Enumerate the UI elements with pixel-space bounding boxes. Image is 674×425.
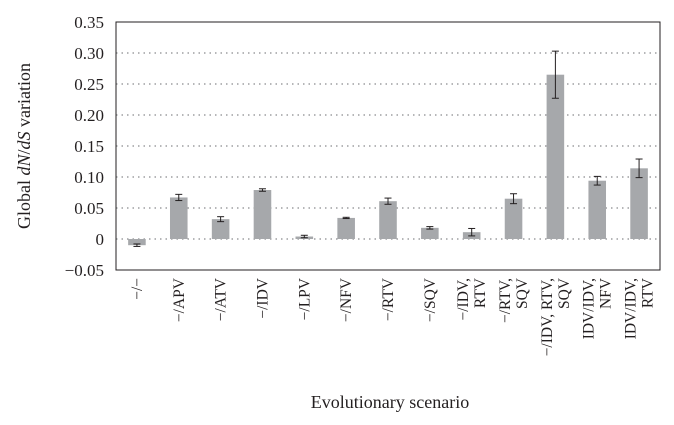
bar — [128, 239, 146, 246]
y-tick-label: 0.15 — [74, 137, 104, 156]
y-axis-title-part: Global — [14, 176, 34, 230]
x-tick-label: −/IDV, — [455, 278, 472, 320]
bar — [504, 198, 523, 239]
y-tick-label: 0.05 — [74, 199, 104, 218]
bar — [630, 168, 648, 239]
x-tick-label: −/NFV — [338, 277, 355, 322]
bar — [211, 219, 230, 239]
bar — [169, 197, 188, 239]
y-axis-title-part: dN — [14, 154, 34, 176]
y-tick-label: 0.10 — [74, 168, 104, 187]
y-tick-label: −0.05 — [65, 261, 104, 280]
y-tick-label: 0.20 — [74, 106, 104, 125]
x-tick-labels: −/− −/APV −/ATV −/IDV −/LPV −/NFV −/RTV −/SQV −/… — [129, 277, 657, 356]
y-axis-title-part: variation — [14, 63, 34, 131]
y-axis-title-part: / — [14, 149, 34, 154]
x-tick-label: −/ATV — [213, 277, 230, 321]
x-tick-label: SQV — [556, 277, 573, 309]
error-bars-group — [133, 50, 643, 247]
x-tick-label: RTV — [640, 277, 657, 308]
x-tick-label: −/RTV — [380, 277, 397, 321]
x-tick-label: IDV/IDV, — [623, 278, 640, 339]
bar — [588, 180, 607, 239]
x-tick-label: IDV/IDV, — [581, 278, 598, 339]
x-tick-label: −/IDV — [254, 277, 271, 318]
x-tick-label: −/APV — [171, 277, 188, 322]
bar — [337, 217, 355, 239]
x-axis-title: Evolutionary scenario — [311, 392, 469, 412]
y-tick-label: 0.25 — [74, 75, 104, 94]
y-tick-label: 0.30 — [74, 44, 104, 63]
y-axis-title-part: dS — [14, 131, 34, 149]
y-tick-label: 0.35 — [74, 13, 104, 32]
y-tick-labels: 0.35 0.30 0.25 0.20 0.15 0.10 0.05 0 −0.05 — [65, 13, 104, 280]
x-tick-label: −/RTV, — [497, 278, 514, 323]
plot-frame — [115, 21, 661, 271]
y-tick-label: 0 — [96, 230, 105, 249]
bar — [379, 201, 397, 239]
x-tick-label: −/− — [129, 278, 146, 300]
x-tick-label: NFV — [598, 277, 615, 309]
x-tick-label: −/LPV — [296, 277, 313, 320]
bar — [253, 190, 272, 239]
bar — [546, 74, 565, 239]
x-tick-label: −/IDV, RTV, — [539, 278, 556, 356]
bar — [421, 227, 439, 239]
bars-group — [128, 74, 648, 246]
x-tick-label: RTV — [472, 277, 489, 308]
x-tick-label: −/SQV — [422, 277, 439, 322]
y-axis-title: Global dN/dS variation — [14, 63, 34, 229]
x-tick-label: SQV — [514, 277, 531, 309]
